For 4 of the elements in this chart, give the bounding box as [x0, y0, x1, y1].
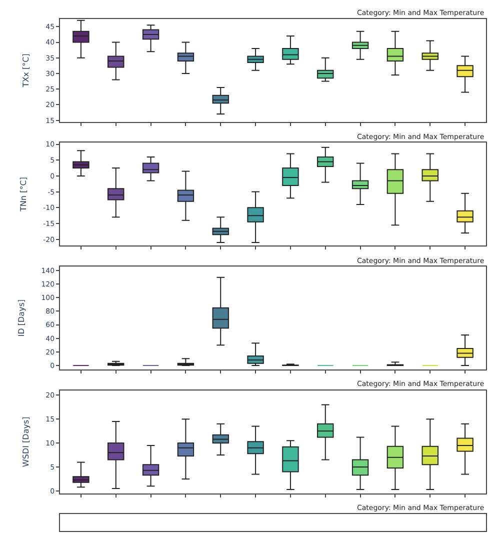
y-axis-title: ID [Days] — [16, 299, 26, 337]
y-axis-title: TNn [°C] — [18, 177, 28, 212]
y-axis-title: TXx [°C] — [21, 54, 30, 88]
y-axis-title: WSDI [Days] — [21, 416, 30, 467]
